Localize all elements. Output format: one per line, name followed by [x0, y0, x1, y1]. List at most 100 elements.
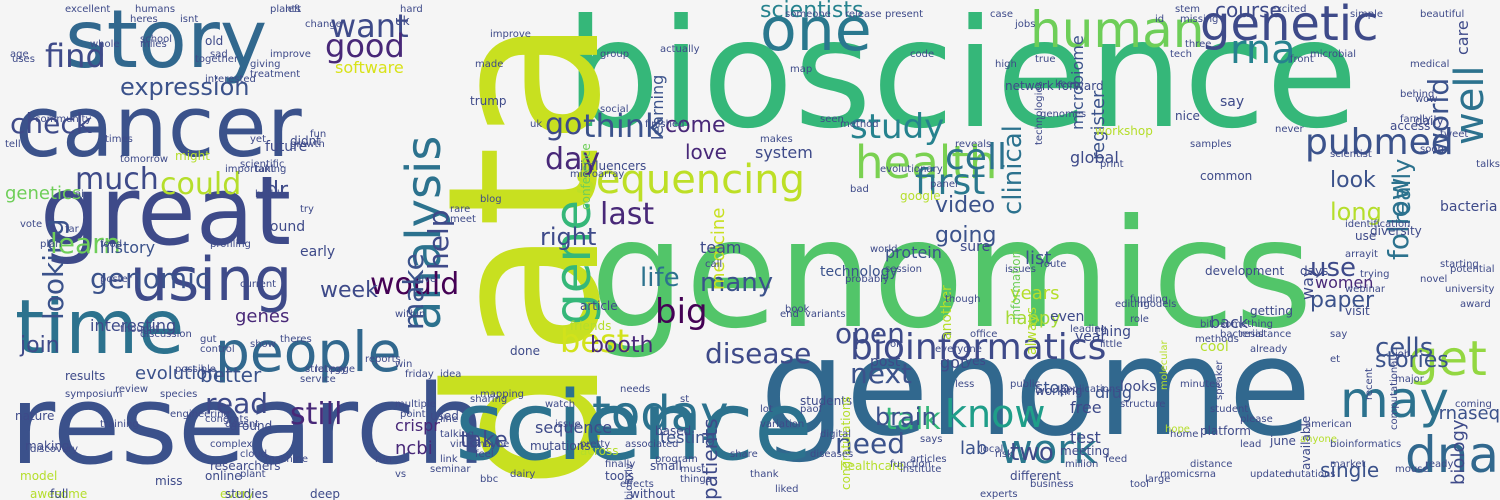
word-program: program [655, 454, 698, 465]
word-research: research [10, 361, 486, 489]
word-updated: updated [1250, 469, 1292, 480]
word-tech: tech [1170, 49, 1192, 60]
word-rare: rare [450, 204, 471, 215]
word-today: today [592, 386, 729, 442]
word-sharing: sharing [470, 394, 508, 405]
word-discussion: discussion [140, 329, 192, 340]
word-science: science [455, 372, 813, 482]
word-diseases: diseases [810, 449, 854, 460]
word-pretty: pretty [580, 439, 611, 450]
word-great: great [40, 157, 292, 267]
word-dna: dna [1405, 426, 1500, 484]
word-around: around [230, 419, 273, 433]
word-model: model [20, 469, 58, 483]
word-group: group [600, 49, 630, 60]
word-structure: structure [1120, 399, 1166, 410]
word-genome: genome [760, 309, 1312, 466]
word-right: right [540, 223, 597, 251]
word-information: information [1009, 250, 1023, 320]
word-didnt: didnt [290, 134, 321, 148]
word-minutes: minutes [1180, 379, 1221, 390]
word-disease: disease [705, 337, 812, 370]
word-future: future [265, 139, 308, 155]
word-health: health [855, 136, 998, 189]
word-link: link [440, 454, 458, 465]
word-workshop: workshop [1095, 124, 1153, 138]
word-bad: bad [850, 184, 869, 195]
word-current: current [240, 279, 277, 290]
word-use: use [1355, 229, 1377, 243]
word-session: session [885, 264, 923, 275]
word-scientists: scientists [760, 0, 864, 23]
word-machine: machine [265, 454, 308, 465]
word-social: social [600, 104, 629, 115]
word-cells: cells [1375, 333, 1434, 363]
word-times: times [105, 134, 133, 145]
word-talk: talk [885, 402, 941, 437]
word-care: care [1453, 20, 1472, 55]
word-seminar: seminar [430, 464, 471, 475]
word-development: development [1205, 264, 1285, 278]
word-heres: heres [130, 14, 158, 25]
word-check: check [10, 107, 92, 140]
word-genomes: genomes [1040, 109, 1087, 120]
word-ready: ready [1425, 459, 1454, 470]
word-behind: behind [1400, 89, 1435, 100]
word-biorxiv: bioRxiv [624, 463, 635, 500]
word-win: win [395, 359, 413, 370]
word-species: species [160, 389, 198, 400]
word-plant: plant [240, 469, 266, 480]
word-might: might [175, 149, 210, 163]
word-university: university [1445, 284, 1495, 295]
word-awesome: awesome [30, 487, 88, 500]
word-find: find [45, 37, 106, 75]
word-need: need [835, 427, 905, 460]
word-uses: uses [12, 54, 35, 65]
word-community: community [35, 114, 92, 125]
word-finished: finished [645, 119, 685, 130]
word-back: back [1210, 313, 1249, 332]
word-rnaseq: rnaseq [1438, 403, 1500, 424]
word-et: et [1330, 354, 1341, 365]
word-build: build [255, 189, 280, 200]
word-line: line [440, 414, 459, 425]
word-cancer: cancer [15, 78, 302, 177]
word-every: every [220, 487, 254, 500]
word-story: story [65, 0, 268, 86]
word-got: got [940, 353, 967, 372]
word-access: access [1390, 119, 1431, 133]
word-symposium: symposium [65, 389, 123, 400]
word-learning: learning [648, 74, 667, 140]
word-yet: yet [250, 134, 266, 145]
word-drug: drug [1095, 383, 1133, 402]
word-tell: tell [5, 139, 21, 150]
word-talks: talks [1476, 159, 1500, 170]
word-scientist: scientist [1330, 149, 1372, 160]
word-last: last [600, 197, 655, 232]
word-list: list [1025, 248, 1052, 269]
word-sequence: sequence [535, 418, 613, 437]
word-reveals: reveals [955, 139, 992, 150]
word-found: found [265, 219, 306, 235]
word-course: course [1215, 0, 1282, 22]
word-market: market [1330, 459, 1366, 470]
word-ok: ok [890, 339, 902, 350]
word-simple: simple [1350, 9, 1384, 20]
word-open: open [835, 317, 905, 350]
word-ncbi: ncbi [395, 438, 433, 459]
word-say: say [1220, 94, 1245, 110]
word-full: full [50, 487, 69, 500]
word-vote: vote [20, 219, 43, 230]
word-multiple: multiple [395, 399, 436, 410]
word-going: going [935, 223, 997, 248]
word-miles: miles [140, 39, 167, 50]
word-far: far [65, 224, 79, 235]
word-making: making [25, 439, 70, 453]
word-webinar: webinar [1345, 284, 1386, 295]
word-little: little [1100, 339, 1123, 350]
word-business: business [1030, 479, 1074, 490]
word-may: may [1340, 371, 1449, 429]
word-year: year [1075, 329, 1107, 345]
word-big: big [655, 292, 708, 332]
